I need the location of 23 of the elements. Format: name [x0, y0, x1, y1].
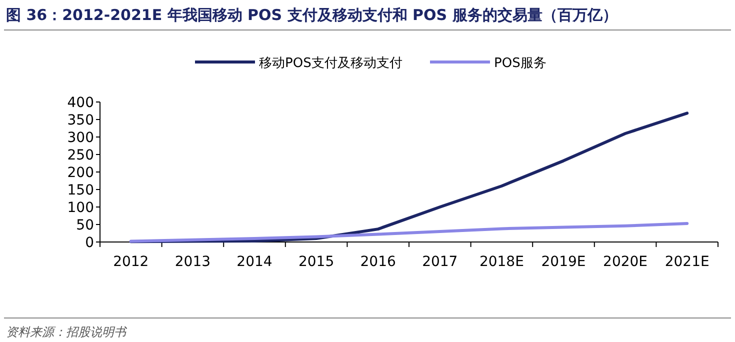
x-tick-label: 2014	[236, 254, 272, 270]
x-tick-label: 2013	[174, 254, 211, 270]
y-tick-label: 200	[67, 165, 94, 181]
x-tick-label: 2021E	[664, 254, 710, 270]
y-tick-label: 50	[76, 218, 94, 234]
y-tick-label: 400	[67, 95, 94, 111]
y-tick-label: 300	[67, 130, 94, 146]
title: 图 36：2012-2021E 年我国移动 POS 支付及移动支付和 POS 服务的交易量（百万亿）	[6, 6, 618, 24]
x-tick-label: 2015	[298, 254, 334, 270]
y-tick-label: 100	[67, 200, 94, 216]
legend-label: POS服务	[494, 56, 546, 71]
y-tick-label: 250	[67, 148, 94, 164]
x-tick-label: 2019E	[541, 254, 586, 270]
x-tick-label: 2018E	[479, 254, 524, 270]
legend-label: 移动POS支付及移动支付	[259, 56, 402, 71]
y-tick-label: 150	[67, 182, 94, 198]
text: 资料来源：招股说明书	[6, 325, 128, 339]
x-tick-label: 2016	[360, 254, 396, 270]
x-tick-label: 2012	[113, 254, 149, 270]
y-tick-label: 350	[67, 112, 94, 128]
x-tick-label: 2020E	[603, 254, 648, 270]
y-tick-label: 0	[85, 235, 94, 251]
x-tick-label: 2017	[422, 254, 458, 270]
